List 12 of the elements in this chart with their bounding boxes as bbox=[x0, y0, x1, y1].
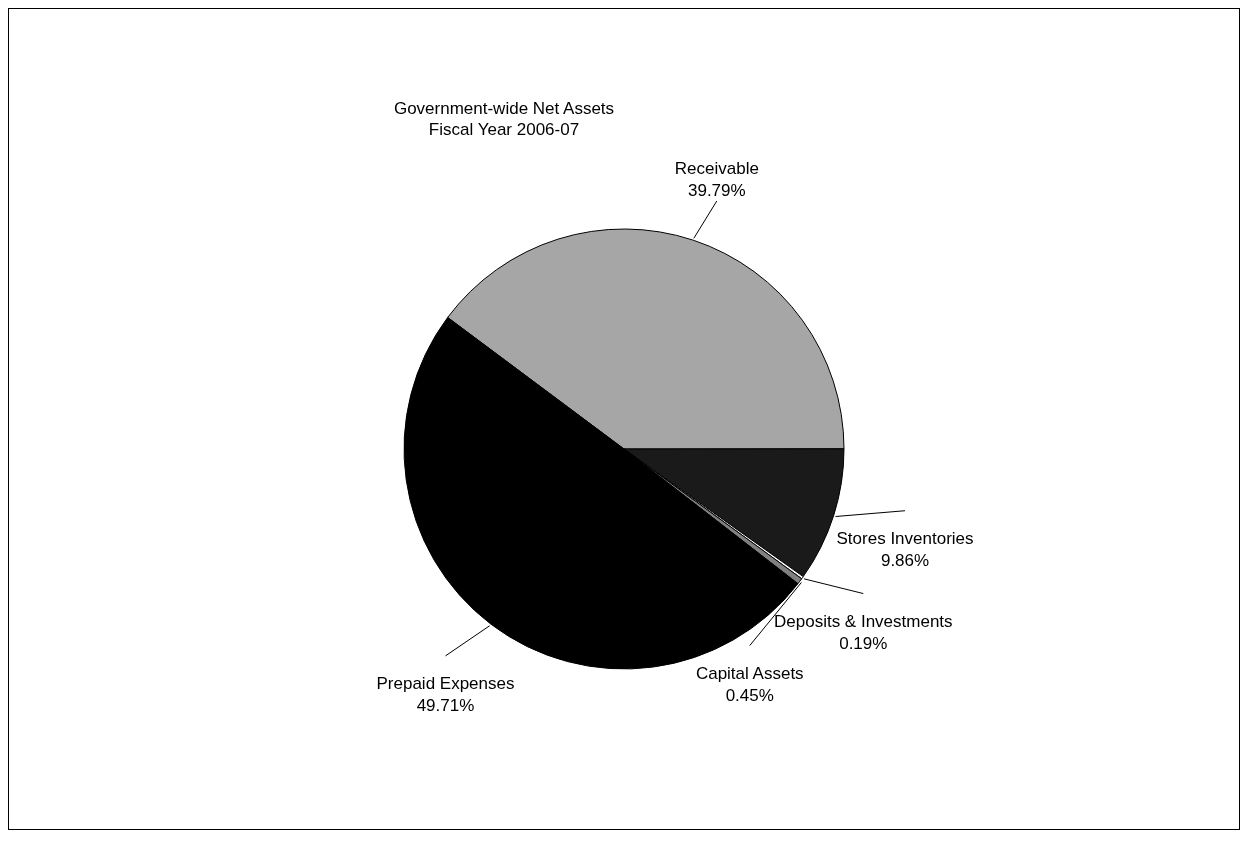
data-label: 9.86% bbox=[880, 550, 930, 570]
slice-label: Stores Inventories bbox=[836, 528, 974, 548]
slice-label: Prepaid Expenses bbox=[376, 673, 515, 693]
chart-subtitle: Fiscal Year 2006-07 bbox=[428, 120, 580, 139]
slice-label: Deposits & Investments bbox=[773, 611, 953, 631]
data-label: 39.79% bbox=[687, 180, 746, 200]
slice-label: Capital Assets bbox=[695, 663, 804, 683]
chart-title: Government-wide Net Assets bbox=[393, 99, 615, 118]
data-label: 49.71% bbox=[416, 695, 475, 715]
data-label: 0.19% bbox=[839, 633, 888, 653]
data-label: 0.45% bbox=[725, 685, 774, 705]
slice-label: Receivable bbox=[674, 158, 759, 178]
